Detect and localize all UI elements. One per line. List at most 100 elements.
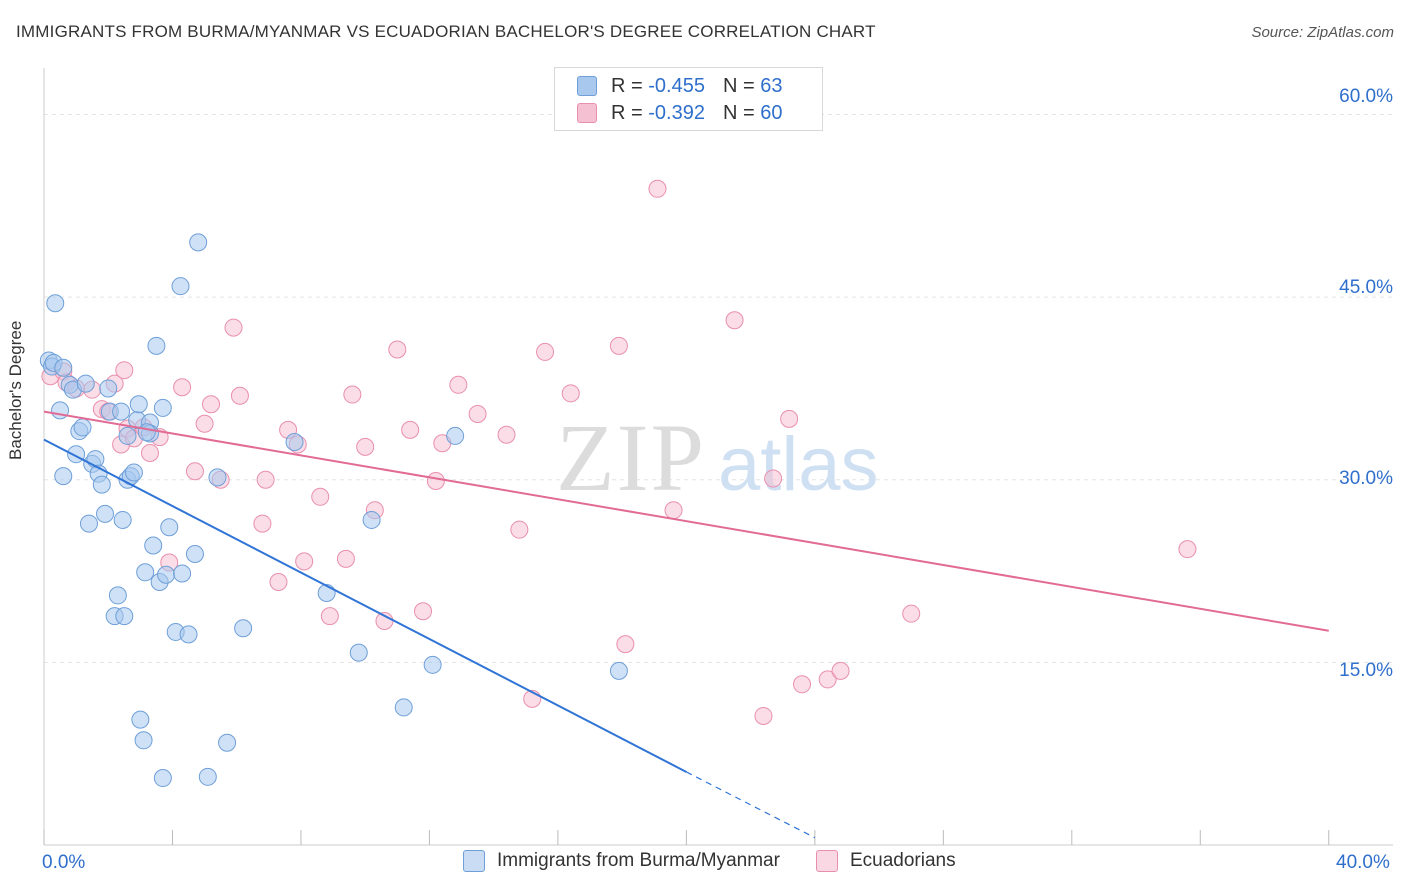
legend-swatch-ecuadorians [577,103,597,123]
ecuadorians-point [648,179,667,198]
burma-point [153,769,172,788]
burma-point [423,655,442,674]
watermark-atlas: atlas [718,422,879,507]
burma-point [349,643,368,662]
ecuadorians-point [224,318,243,337]
ecuadorians-point [401,420,420,439]
ecuadorians-point [664,501,683,520]
ecuadorians-point [793,675,812,694]
legend-item-ecuadorians: Ecuadorians [815,850,956,872]
legend-n-label: N = [722,74,755,97]
trend-lines [43,410,1329,839]
ecuadorians-point [269,573,288,592]
legend-label-burma: Immigrants from Burma/Myanmar [497,850,780,871]
ecuadorians-point [320,607,339,626]
burma-point [609,661,628,680]
ecuadorians-point [140,443,159,462]
ecuadorians-point [356,437,375,456]
legend-r-value: -0.455 [648,74,705,97]
burma-point [99,379,118,398]
legend-n-value: 63 [760,74,783,97]
legend-swatch-burma [463,850,485,872]
burma-point [92,475,111,494]
correlation-legend: R = -0.455 N = 63 R = -0.392 N = 60 [554,67,823,131]
watermark: ZIP atlas [556,404,879,511]
ecuadorians-point [426,471,445,490]
ecuadorians-point [1178,540,1197,559]
chart-title: IMMIGRANTS FROM BURMA/MYANMAR VS ECUADOR… [16,22,876,41]
burma-point [362,510,381,529]
ecuadorians-point [173,378,192,397]
ecuadorians-point [115,361,134,380]
ecuadorians-point [754,706,773,725]
y-axis-label: Bachelor's Degree [6,320,25,460]
y-tick-label: 30.0% [1339,468,1393,489]
burma-point [157,565,176,584]
burma-point [160,518,179,537]
source-label: Source: ZipAtlas.com [1251,24,1394,41]
ecuadorians-point [468,405,487,424]
y-tick-label: 45.0% [1339,277,1393,298]
legend-swatch-burma [577,76,597,96]
burma-point [171,277,190,296]
watermark-zip: ZIP [556,404,706,511]
series-legend: Immigrants from Burma/Myanmar Ecuadorian… [463,850,992,872]
x-tick-label: 40.0% [1336,852,1390,873]
burma-point [446,426,465,445]
ecuadorians-point [414,602,433,621]
axes [43,68,1393,846]
x-tick-label: 0.0% [42,852,86,873]
ecuadorians-point [256,470,275,489]
legend-n-label: N = [722,101,755,124]
ecuadorians-point [230,386,249,405]
burma-point [173,564,192,583]
legend-r-label: R = [611,101,643,124]
burma-point [208,468,227,487]
y-tick-label: 60.0% [1339,86,1393,107]
burma-point [134,731,153,750]
burma-point [112,402,131,421]
burma-point [115,607,134,626]
burma-point [46,294,65,313]
ecuadorians-point [311,487,330,506]
y-tick-label: 15.0% [1339,660,1393,681]
burma-point [147,336,166,355]
ecuadorians-point [831,661,850,680]
legend-r-value: -0.392 [648,101,705,124]
burma-point [73,418,92,437]
burma-trend-line [43,438,687,773]
ecuadorians-point [497,425,516,444]
ecuadorians-point [764,469,783,488]
burma-point [108,586,127,605]
burma-point [189,233,208,252]
legend-label-ecuadorians: Ecuadorians [849,850,956,871]
burma-point [218,733,237,752]
ecuadorians-point [343,385,362,404]
burma-point [54,358,73,377]
burma-point [113,510,132,529]
ecuadorians-point [818,670,837,689]
ecuadorians-point [561,384,580,403]
ecuadorians-point [609,336,628,355]
ecuadorians-trend-line [43,410,1329,632]
burma-point [86,450,105,469]
burma-point [137,423,156,442]
legend-r-label: R = [611,74,643,97]
ecuadorians-point [510,520,529,539]
ecuadorians-point [253,514,272,533]
legend-row-burma: R = -0.455 N = 63 [577,74,782,98]
burma-point [179,625,198,644]
burma-point [153,398,172,417]
burma-point [124,463,143,482]
burma-trend-extension [686,771,816,839]
ecuadorians-point [336,549,355,568]
legend-n-value: 60 [760,101,783,124]
burma-point [118,426,137,445]
burma-point [185,545,204,564]
ecuadorians-point [902,604,921,623]
burma-point [394,698,413,717]
ecuadorians-point [195,414,214,433]
burma-point [285,433,304,452]
ecuadorians-point [536,342,555,361]
ecuadorians-point [725,311,744,330]
